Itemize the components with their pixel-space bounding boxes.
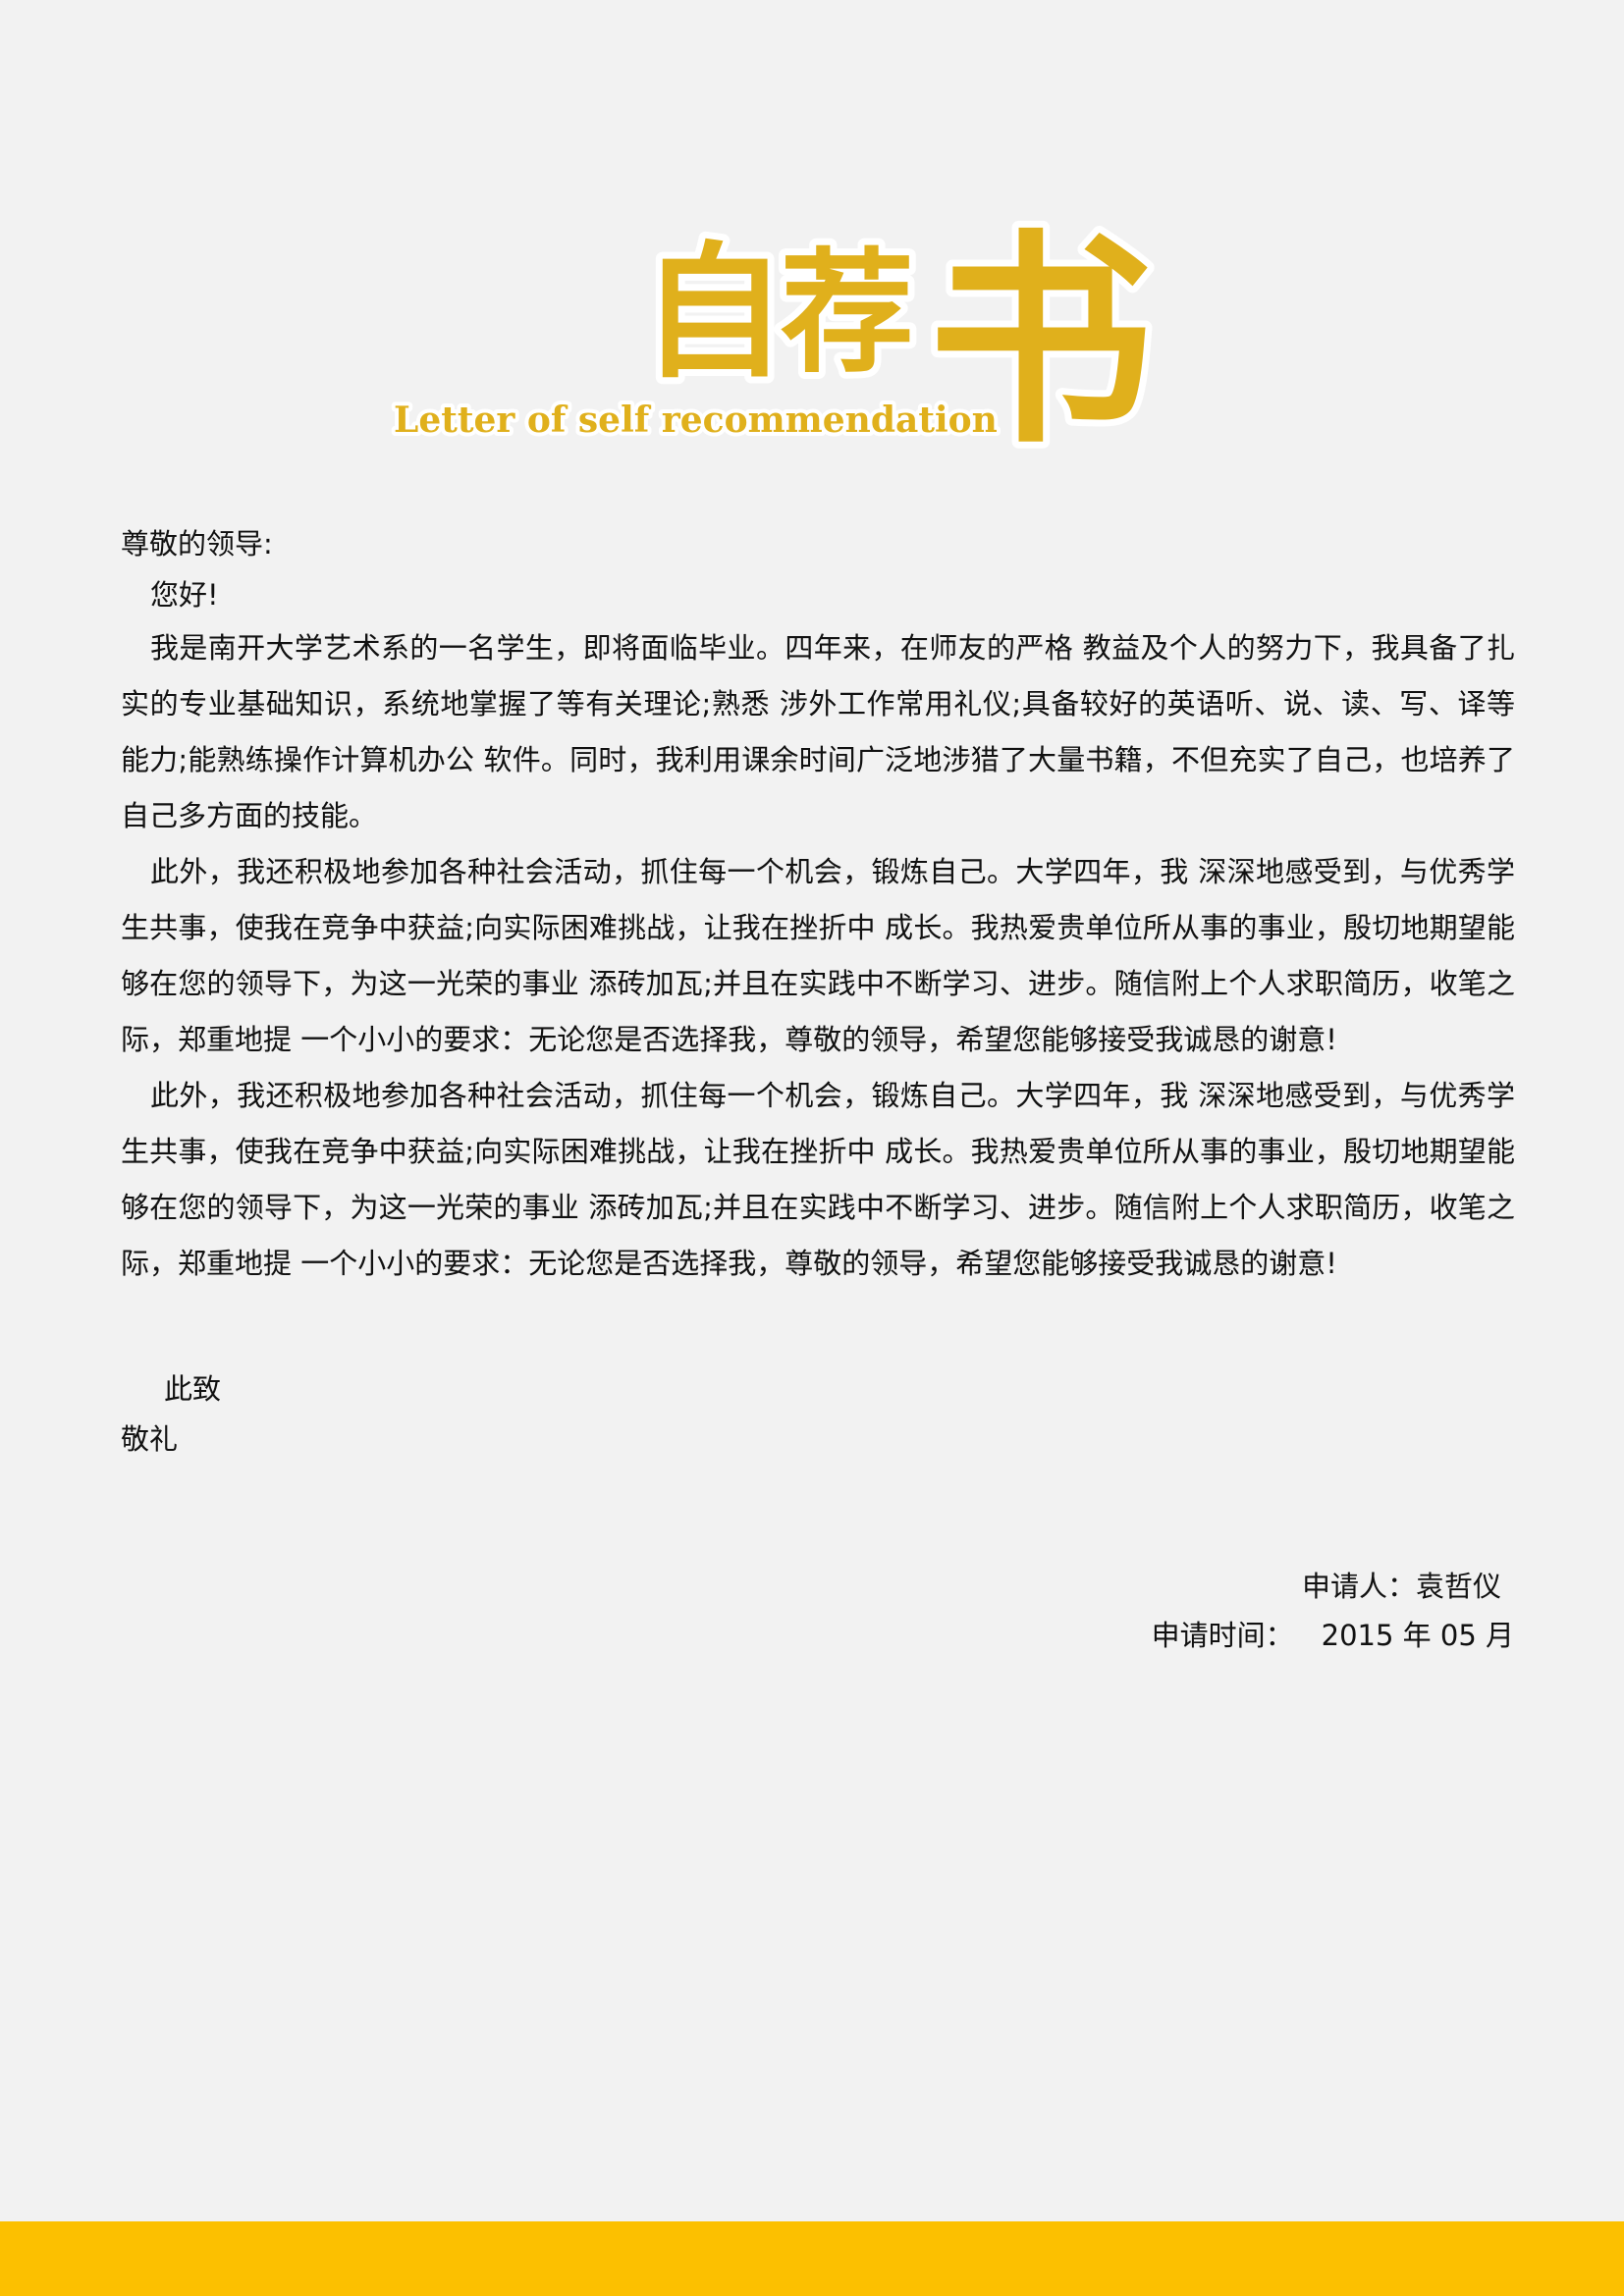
- applicant-name: 袁哲仪: [1415, 1570, 1501, 1603]
- logo: 自 荐 书 Letter of self recommendation: [378, 187, 1222, 481]
- closing-line-1: 此致: [164, 1372, 222, 1406]
- applicant-label: 申请人：: [1301, 1570, 1416, 1603]
- date-value: 2015 年 05 月: [1321, 1619, 1514, 1652]
- paragraph-2: 此外，我还积极地参加各种社会活动，抓住每一个机会，锻炼自己。大学四年，我 深深地…: [121, 855, 1515, 1056]
- logo-subtitle: Letter of self recommendation: [394, 400, 998, 441]
- paragraph-3: 此外，我还积极地参加各种社会活动，抓住每一个机会，锻炼自己。大学四年，我 深深地…: [121, 1079, 1515, 1280]
- applicant-line: 申请人：袁哲仪: [1302, 1563, 1501, 1610]
- logo-char-1: 自: [641, 227, 786, 398]
- paragraph-1: 我是南开大学艺术系的一名学生，即将面临毕业。四年来，在师友的严格 教益及个人的努…: [121, 631, 1515, 832]
- date-label: 申请时间：: [1151, 1619, 1294, 1652]
- date-line: 申请时间： 2015 年 05 月: [1152, 1612, 1514, 1659]
- closing-line-2: 敬礼: [121, 1422, 179, 1456]
- greeting: 您好!: [150, 578, 219, 612]
- logo-char-3: 书: [928, 209, 1154, 474]
- salutation: 尊敬的领导:: [121, 527, 273, 561]
- footer-bar: [0, 2221, 1624, 2296]
- logo-char-2: 荐: [781, 235, 914, 392]
- logo-graphic: 自 荐 书 Letter of self recommendation: [390, 202, 1161, 481]
- letter-body: 尊敬的领导: 您好! 我是南开大学艺术系的一名学生，即将面临毕业。四年来，在师友…: [121, 518, 1515, 1292]
